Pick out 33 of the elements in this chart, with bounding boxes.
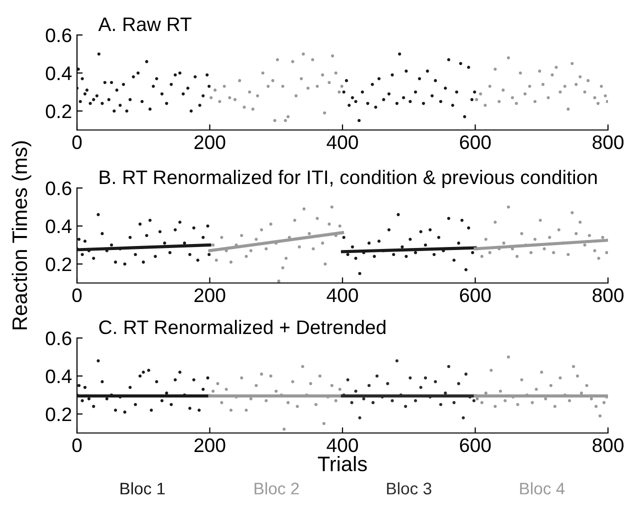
chart-title: A. Raw RT [98, 18, 192, 32]
x-tick-label: 600 [460, 288, 491, 302]
x-tick-label: 400 [326, 135, 358, 150]
text: Bloc 1 [120, 482, 165, 494]
y-tick-label: 0.4 [46, 66, 72, 80]
y-tick-label: 0.2 [46, 104, 72, 118]
y-tick-label: 0.2 [46, 257, 72, 272]
y-tick-label: 0.4 [46, 219, 72, 234]
x-tick-label: 600 [460, 438, 491, 452]
x-tick-label: 600 [460, 135, 491, 150]
x-axis-title: Trials [318, 456, 367, 472]
x-tick-label: 400 [326, 438, 358, 452]
chart-title: C. RT Renormalized + Detrended [99, 320, 386, 334]
y-axis-title: Reaction Times (ms) [12, 141, 32, 330]
text: Bloc 4 [520, 482, 565, 494]
y-tick-label: 0.4 [46, 369, 72, 384]
y-tick-label: 0.2 [46, 407, 72, 422]
x-tick-label: 0 [72, 438, 82, 452]
x-tick-label: 800 [592, 135, 624, 150]
x-tick-label: 0 [72, 288, 82, 302]
x-tick-label: 800 [592, 288, 624, 302]
x-tick-label: 200 [194, 135, 226, 150]
y-tick-label: 0.6 [46, 331, 72, 346]
x-tick-label: 200 [194, 288, 226, 302]
chart-title: B. RT Renormalized for ITI, condition & previous condition [100, 170, 597, 188]
x-tick-label: 200 [194, 438, 226, 452]
x-tick-label: 800 [592, 438, 624, 452]
y-tick-label: 0.6 [46, 28, 72, 42]
x-tick-label: 400 [326, 288, 358, 302]
text: Bloc 2 [254, 482, 299, 494]
text: Bloc 3 [387, 482, 432, 494]
x-tick-label: 0 [72, 135, 82, 150]
y-tick-label: 0.6 [46, 181, 72, 196]
